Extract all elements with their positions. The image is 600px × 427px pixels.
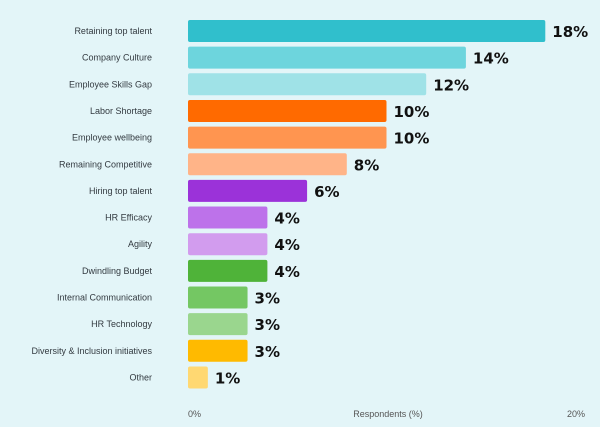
bar-value-label: 18% (552, 23, 588, 41)
bar (188, 206, 268, 229)
category-label: Internal Communication (57, 293, 152, 303)
x-tick-label-max: 20% (567, 409, 585, 419)
category-label: Diversity & Inclusion initiatives (31, 346, 152, 356)
bar (188, 313, 248, 336)
bar (188, 99, 387, 122)
x-tick-label-min: 0% (188, 409, 201, 419)
category-label: HR Technology (91, 319, 152, 329)
bar (188, 20, 546, 42)
bar (188, 46, 466, 69)
category-label: Agility (128, 239, 153, 249)
category-label: Retaining top talent (74, 26, 152, 36)
bar (188, 179, 308, 202)
bar-value-label: 12% (433, 76, 469, 94)
category-label: Company Culture (82, 53, 152, 63)
bar (188, 233, 268, 256)
bar (188, 126, 387, 149)
bars-group: Retaining top talent 18% Company Culture 14… (31, 20, 588, 389)
bar-value-label: 4% (274, 236, 299, 254)
bar (188, 153, 347, 176)
category-label: Employee Skills Gap (69, 79, 152, 89)
bar-value-label: 3% (255, 316, 280, 334)
x-axis: 0% Respondents (%) 20% (188, 409, 585, 419)
x-axis-title: Respondents (%) (353, 409, 423, 419)
bar-value-label: 4% (274, 263, 299, 281)
bar-value-label: 6% (314, 183, 339, 201)
bar-value-label: 3% (255, 343, 280, 361)
bar-value-label: 4% (274, 210, 299, 228)
bar (188, 259, 268, 282)
bar-value-label: 14% (473, 50, 509, 68)
bar (188, 339, 248, 362)
category-label: HR Efficacy (105, 213, 152, 223)
category-label: Dwindling Budget (82, 266, 153, 276)
bar (188, 73, 427, 96)
category-label: Labor Shortage (90, 106, 152, 116)
bar-value-label: 1% (215, 369, 240, 387)
bar-value-label: 3% (255, 290, 280, 308)
category-label: Hiring top talent (89, 186, 153, 196)
category-label: Other (129, 372, 152, 382)
bar-value-label: 10% (394, 103, 430, 121)
category-label: Employee wellbeing (72, 133, 152, 143)
bar (188, 286, 248, 309)
bar-value-label: 10% (394, 130, 430, 148)
bar-value-label: 8% (354, 156, 379, 174)
category-label: Remaining Competitive (59, 159, 152, 169)
bar (188, 366, 208, 389)
